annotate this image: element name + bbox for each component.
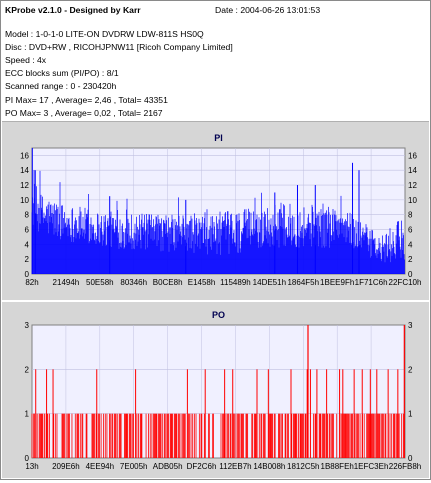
x-tick-label: DF2C6h: [187, 462, 217, 471]
y-tick-label-right: 0: [408, 270, 413, 279]
x-tick-label: 4EE94h: [86, 462, 114, 471]
y-tick-label-right: 4: [408, 240, 413, 249]
report-title: KProbe v2.1.0 - Designed by Karr: [5, 5, 141, 15]
y-tick-label-right: 2: [408, 365, 413, 374]
po-panel: PO 0 0 1 1 2 2 3 3 13h 209E6h 4EE94h 7E005h ADB05h DF2…: [2, 302, 429, 478]
x-tick-label: 115489h: [220, 278, 251, 287]
y-tick-label-right: 0: [408, 454, 413, 463]
pi-summary-line: PI Max= 17 , Average= 2,46 , Total= 4335…: [5, 95, 168, 105]
pi-chart: PI 0 0 2 2 4 4 6 6 8 8 10 10 12 12 14 14 16 16 82h 21494h 50E…: [20, 133, 422, 287]
y-tick-label: 0: [25, 454, 30, 463]
x-tick-label: 1B88FEh: [321, 462, 354, 471]
y-tick-label-right: 3: [408, 321, 413, 330]
x-tick-label: 80346h: [120, 278, 147, 287]
y-tick-label: 6: [25, 226, 30, 235]
y-tick-label: 8: [25, 211, 30, 220]
x-tick-label: 21494h: [53, 278, 80, 287]
x-tick-label: 50E58h: [86, 278, 114, 287]
y-tick-label-right: 12: [408, 181, 417, 190]
y-tick-label-right: 14: [408, 166, 417, 175]
y-tick-label: 2: [25, 255, 30, 264]
y-tick-label-right: 2: [408, 255, 413, 264]
y-tick-label-right: 16: [408, 151, 417, 160]
y-tick-label-right: 6: [408, 226, 413, 235]
x-tick-label: B0CE8h: [153, 278, 183, 287]
x-tick-label: 14DE51h: [253, 278, 286, 287]
x-tick-label: 82h: [25, 278, 38, 287]
y-tick-label: 4: [25, 240, 30, 249]
y-tick-label: 0: [25, 270, 30, 279]
chart-title: PO: [212, 310, 225, 320]
y-tick-label: 12: [20, 181, 29, 190]
x-tick-label: E1458h: [188, 278, 216, 287]
y-tick-label: 16: [20, 151, 29, 160]
info-panel: KProbe v2.1.0 - Designed by Karr Date : …: [2, 2, 429, 122]
model-line: Model : 1-0-1-0 LITE-ON DVDRW LDW-811S H…: [5, 29, 204, 39]
x-tick-label: 14B008h: [253, 462, 285, 471]
pi-bars: [31, 148, 405, 274]
x-tick-label: 1EFC3Eh: [354, 462, 389, 471]
ecc-line: ECC blocks sum (PI/PO) : 8/1: [5, 68, 119, 78]
y-tick-label: 14: [20, 166, 29, 175]
x-tick-label: 1864F5h: [287, 278, 319, 287]
range-line: Scanned range : 0 - 230420h: [5, 81, 117, 91]
y-tick-label: 3: [25, 321, 30, 330]
x-tick-label: 112EB7h: [219, 462, 251, 471]
y-tick-label-right: 1: [408, 410, 413, 419]
x-tick-label: 1BEE9Fh: [320, 278, 354, 287]
y-tick-label: 2: [25, 365, 30, 374]
y-tick-label-right: 8: [408, 211, 413, 220]
x-tick-label: ADB05h: [153, 462, 183, 471]
y-tick-label: 1: [25, 410, 30, 419]
po-chart: PO 0 0 1 1 2 2 3 3 13h 209E6h 4EE94h 7E005h ADB05h DF2…: [25, 310, 422, 471]
x-tick-label: 1812C5h: [287, 462, 319, 471]
x-tick-label: 7E005h: [120, 462, 148, 471]
x-tick-label: 209E6h: [52, 462, 80, 471]
pi-panel: PI 0 0 2 2 4 4 6 6 8 8 10 10 12 12 14 14 16 16 82h 21494h 50E…: [2, 122, 429, 300]
disc-line: Disc : DVD+RW , RICOHJPNW11 [Ricoh Compa…: [5, 42, 233, 52]
y-tick-label-right: 10: [408, 196, 417, 205]
x-tick-label: 1F71C6h: [355, 278, 388, 287]
chart-title: PI: [214, 133, 223, 143]
x-tick-label: 226FB8h: [389, 462, 421, 471]
y-tick-label: 10: [20, 196, 29, 205]
speed-line: Speed : 4x: [5, 55, 47, 65]
po-summary-line: PO Max= 3 , Average= 0,02 , Total= 2167: [5, 108, 163, 118]
x-tick-label: 13h: [25, 462, 38, 471]
po-bars: [31, 325, 405, 458]
x-tick-label: 22FC10h: [389, 278, 422, 287]
report-date: Date : 2004-06-26 13:01:53: [215, 5, 321, 15]
